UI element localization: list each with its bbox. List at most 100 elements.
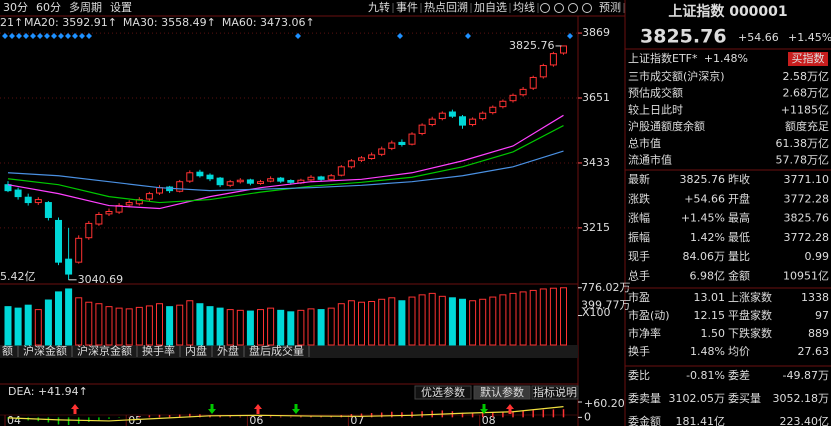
info-value: +1185亿 [781,103,829,116]
candle-body [267,178,275,182]
indicator-tab[interactable]: 换手率 [142,344,175,358]
volume-bar [246,310,254,346]
volume-bar [186,300,194,346]
indicator-tab[interactable]: 外盘 [217,344,239,358]
volume-bar [85,301,93,346]
candle-body [539,65,547,78]
param-button-bg[interactable] [473,385,531,400]
candle-body [509,94,517,102]
stat-value: 181.41亿 [676,415,726,426]
signal-arrow [292,404,300,414]
candle-body [317,176,325,180]
indicator-tab[interactable]: 沪深金额 [23,344,67,358]
info-label: 三市成交额(沪深京) [628,69,725,83]
volume-bar [368,300,376,346]
signal-diamond [65,33,71,39]
volume-bar [75,297,83,346]
volume-bar [14,307,22,346]
volume-bar [206,306,214,346]
candle-body [226,181,234,186]
low-label: 3040.69 [78,273,124,286]
period-button[interactable]: 60分 [36,1,61,14]
info-label: 沪股通额度余额 [628,119,705,133]
candle-body [14,189,22,198]
stat-value: 3772.28 [784,231,830,244]
ma-line [7,150,564,192]
signal-arrow [208,404,216,414]
ma-line [7,125,564,204]
candle-body [75,237,83,263]
volume-bar [257,309,264,346]
period-button[interactable]: 多周期 [69,0,102,14]
stat-label: 昨收 [728,172,750,186]
tool-button[interactable]: 九转 [368,0,390,14]
stat-label: 委比 [628,369,650,382]
volume-bar [529,289,537,346]
info-label: 总市值 [628,136,661,150]
stat-value: 1338 [801,291,829,304]
candle-body [95,213,103,225]
param-button-bg[interactable] [531,385,579,400]
volume-bar [388,297,396,346]
info-value: 额度充足 [785,119,829,133]
volume-bar [55,291,62,346]
candle-body [257,181,264,185]
signal-diamond [30,33,36,39]
y-tick-label: 0 [584,410,591,423]
volume-bar [347,300,355,346]
tool-icon[interactable] [582,3,592,13]
volume-bar [358,301,365,346]
tool-button[interactable]: 事件 [396,1,418,14]
tool-button[interactable]: 热点回溯 [424,1,468,14]
period-button[interactable]: 30分 [3,1,28,14]
param-button[interactable]: 优选参数 [421,385,465,399]
param-button-bg[interactable] [414,385,472,400]
tool-button[interactable]: 预测 [599,1,621,14]
candle-body [287,180,295,183]
signal-arrow [254,404,262,414]
tool-icon[interactable] [540,3,550,13]
candle-body [277,177,285,182]
stat-value: 13.01 [694,291,726,304]
period-button[interactable]: 设置 [110,1,132,14]
stat-label: 委差 [728,368,750,382]
indicator-tab[interactable]: 盘后成交量 [249,344,304,358]
signal-diamond [72,33,78,39]
y-tick-label: +60.20 [584,397,625,410]
stat-label: 涨跌 [628,191,650,205]
candle-body [196,171,204,177]
stat-value: 889 [808,327,829,340]
volume-bar [65,288,73,346]
tool-button[interactable]: 加自选 [474,1,507,14]
volume-bar [176,304,184,346]
buy-button[interactable]: 买指数 [792,51,825,65]
tool-button[interactable]: 均线 [513,0,535,14]
etf-name: 上证指数ETF* [628,51,698,65]
candle-body [438,112,446,120]
param-button[interactable]: 默认参数 [480,385,524,399]
indicator-tab[interactable]: 内盘 [185,344,207,358]
param-button[interactable]: 指标说明 [533,385,577,399]
candle-body [469,118,477,126]
tool-icon[interactable] [568,3,578,13]
stat-value: 12.15 [694,309,726,322]
quote-title: 上证指数 000001 [668,3,787,20]
candle-body [368,154,376,159]
indicator-tab[interactable]: 沪深京金额 [77,344,132,358]
signal-diamond [295,33,301,39]
candle-body [459,116,466,126]
tool-icon[interactable] [554,3,564,13]
volume-bar [216,307,224,346]
y-tick-label: 3651 [582,91,610,104]
indicator-tab[interactable]: 额 [2,345,13,358]
quote-change-pct: +1.45% [788,31,831,44]
candle-body [418,124,426,134]
info-value: 2.68万亿 [783,87,830,100]
buy-button-bg[interactable] [788,52,828,66]
volume-bar [226,309,234,346]
volume-bar [4,306,12,346]
volume-title: 5.42亿 [0,270,36,283]
info-label: 较上日此时 [628,102,683,116]
stat-label: 平盘家数 [728,308,772,322]
